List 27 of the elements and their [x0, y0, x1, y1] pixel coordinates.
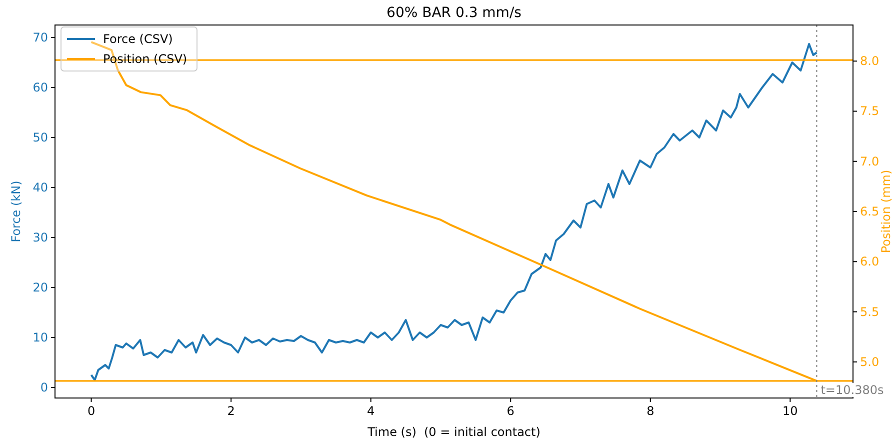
y-tick-label: 50	[32, 130, 48, 144]
x-tick-label: 4	[367, 404, 375, 418]
x-tick-label: 2	[227, 404, 235, 418]
y-tick-label: 20	[32, 280, 48, 294]
x-axis-title: Time (s) (0 = initial contact)	[366, 425, 540, 439]
y-tick-label: 10	[32, 330, 48, 344]
y2-tick-label: 7.5	[860, 104, 880, 118]
legend-label: Force (CSV)	[103, 32, 173, 46]
y-tick-label: 30	[32, 230, 48, 244]
y-axis-title: Force (kN)	[9, 180, 23, 242]
x-tick-label: 8	[646, 404, 654, 418]
x-tick-label: 10	[782, 404, 798, 418]
y2-tick-label: 8.0	[860, 54, 880, 68]
y-tick-label: 0	[40, 380, 48, 394]
x-tick-label: 0	[87, 404, 96, 418]
y2-tick-label: 5.5	[860, 304, 880, 319]
y2-tick-label: 6.0	[860, 254, 880, 269]
ref-line-label: t=10.380s	[820, 383, 884, 397]
y2-tick-label: 7.0	[860, 154, 880, 168]
y2-tick-label: 6.5	[860, 204, 880, 218]
y-tick-label: 40	[32, 180, 48, 194]
x-tick-label: 6	[506, 404, 514, 418]
y-tick-label: 60	[32, 80, 48, 94]
chart-title: 60% BAR 0.3 mm/s	[386, 5, 522, 21]
y2-tick-label: 5.0	[860, 354, 880, 369]
y-tick-label: 70	[32, 30, 48, 44]
y2-axis-title: Position (mm)	[879, 170, 893, 254]
